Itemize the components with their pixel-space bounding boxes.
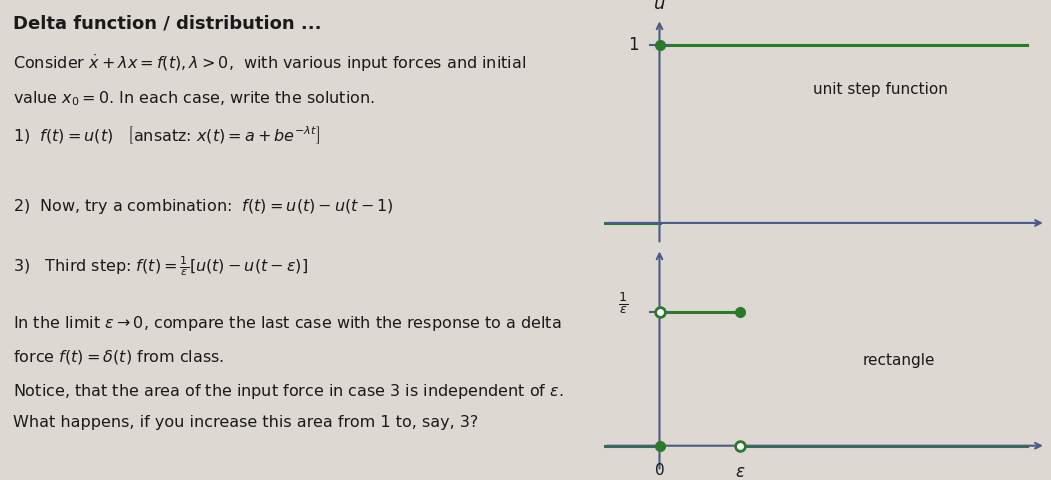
Text: 1)  $f(t) = u(t)$   $\left[\text{ansatz: }x(t) = a + be^{-\lambda t}\right]$: 1) $f(t) = u(t)$ $\left[\text{ansatz: }x…	[13, 125, 320, 146]
Text: value $x_0 = 0$. In each case, write the solution.: value $x_0 = 0$. In each case, write the…	[13, 89, 374, 108]
Text: force $f(t) = \delta(t)$ from class.: force $f(t) = \delta(t)$ from class.	[13, 348, 224, 366]
Text: Consider $\dot{x} + \lambda x = f(t), \lambda > 0$,  with various input forces a: Consider $\dot{x} + \lambda x = f(t), \l…	[13, 53, 526, 74]
Text: 0: 0	[655, 463, 664, 478]
Text: 1: 1	[628, 36, 639, 54]
Text: What happens, if you increase this area from 1 to, say, 3?: What happens, if you increase this area …	[13, 415, 478, 430]
Text: In the limit $\varepsilon \to 0$, compare the last case with the response to a d: In the limit $\varepsilon \to 0$, compar…	[13, 314, 561, 334]
Text: Delta function / distribution ...: Delta function / distribution ...	[13, 14, 322, 33]
Text: 3)   Third step: $f(t) = \frac{1}{\varepsilon}[u(t) - u(t-\varepsilon)]$: 3) Third step: $f(t) = \frac{1}{\varepsi…	[13, 254, 308, 278]
Text: rectangle: rectangle	[863, 352, 934, 368]
Text: $\varepsilon$: $\varepsilon$	[736, 463, 745, 480]
Text: unit step function: unit step function	[812, 82, 948, 97]
Text: $u$: $u$	[654, 0, 665, 13]
Text: Notice, that the area of the input force in case 3 is independent of $\varepsilo: Notice, that the area of the input force…	[13, 382, 563, 401]
Text: 2)  Now, try a combination:  $f(t) = u(t) - u(t-1)$: 2) Now, try a combination: $f(t) = u(t) …	[13, 197, 393, 216]
Text: $\frac{1}{\varepsilon}$: $\frac{1}{\varepsilon}$	[618, 290, 627, 316]
